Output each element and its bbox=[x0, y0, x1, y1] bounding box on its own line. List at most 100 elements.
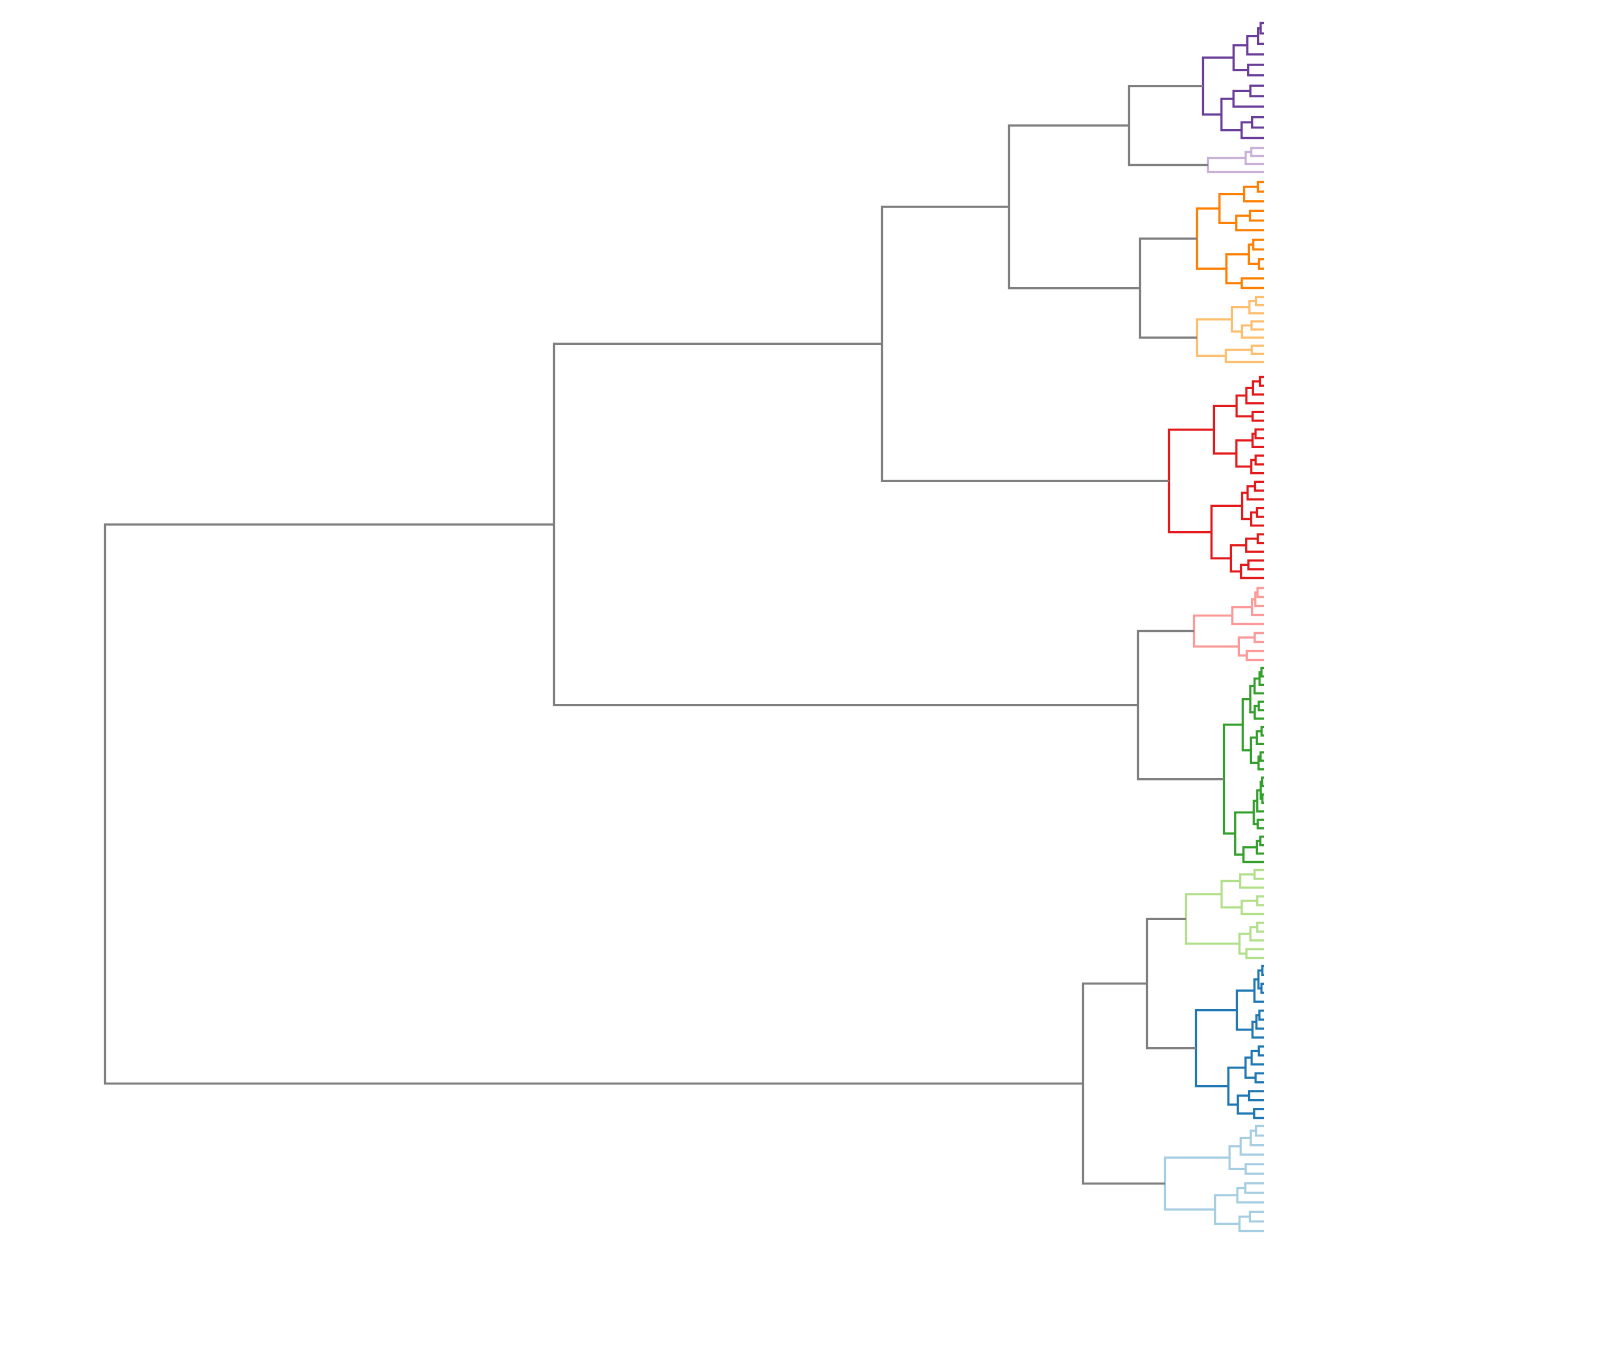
cluster-orange-light-link bbox=[1254, 295, 1264, 307]
cluster-blue-light-link bbox=[1236, 1186, 1264, 1204]
cluster-red-link bbox=[1210, 504, 1243, 560]
cluster-purple-dark-link bbox=[1232, 89, 1264, 108]
cluster-red-link bbox=[1212, 404, 1237, 455]
cluster-blue-dark-link bbox=[1261, 964, 1264, 977]
cluster-blue-light-link bbox=[1228, 1145, 1246, 1171]
cluster-purple-dark-link bbox=[1232, 44, 1249, 72]
cluster-red-link bbox=[1245, 386, 1264, 405]
merge-upper bbox=[552, 342, 1138, 707]
cluster-pink-link bbox=[1253, 631, 1264, 644]
cluster-purple-dark-link bbox=[1247, 63, 1264, 77]
cluster-purple-dark-link bbox=[1256, 27, 1264, 46]
cluster-green-dark-link bbox=[1259, 751, 1264, 762]
cluster-blue-dark-link bbox=[1251, 1020, 1264, 1039]
cluster-green-dark-link bbox=[1259, 835, 1264, 847]
cluster-green-dark-link bbox=[1261, 793, 1264, 805]
cluster-blue-dark-link bbox=[1236, 1094, 1255, 1115]
cluster-blue-dark-link bbox=[1258, 1009, 1264, 1021]
merge-lightgreen-blue bbox=[1145, 917, 1196, 1050]
cluster-green-light-link bbox=[1256, 921, 1264, 933]
cluster-green-light-link bbox=[1238, 932, 1251, 955]
cluster-red-link bbox=[1250, 458, 1264, 475]
cluster-green-dark-link bbox=[1249, 736, 1259, 764]
cluster-blue-dark-link bbox=[1260, 982, 1264, 994]
cluster-orange-light-link bbox=[1248, 299, 1264, 315]
cluster-blue-dark-link bbox=[1253, 1107, 1264, 1120]
cluster-green-light-link bbox=[1240, 899, 1264, 916]
merge-with-red bbox=[880, 205, 1169, 483]
cluster-green-light-link bbox=[1256, 895, 1264, 907]
cluster-red bbox=[1167, 375, 1264, 580]
cluster-purple-dark-link bbox=[1259, 21, 1264, 35]
cluster-blue-dark-link bbox=[1244, 1056, 1256, 1079]
cluster-purple-dark-link bbox=[1201, 56, 1234, 116]
cluster-blue-light-link bbox=[1254, 1124, 1264, 1137]
trunk-layer bbox=[103, 84, 1224, 1185]
cluster-green-light-link bbox=[1239, 873, 1264, 889]
cluster-orange-light-link bbox=[1230, 306, 1250, 333]
cluster-blue-light-link bbox=[1248, 1210, 1264, 1223]
cluster-green-dark-link bbox=[1260, 725, 1264, 737]
cluster-blue-light-link bbox=[1244, 1182, 1264, 1194]
cluster-purple-light-link bbox=[1250, 146, 1264, 158]
cluster-green-dark-link bbox=[1256, 818, 1264, 830]
cluster-purple-dark bbox=[1201, 21, 1264, 140]
cluster-orange-dark-link bbox=[1242, 185, 1264, 203]
cluster-blue-light-link bbox=[1244, 1163, 1264, 1175]
cluster-purple-light-link bbox=[1244, 150, 1264, 166]
cluster-pink-link bbox=[1254, 591, 1264, 608]
cluster-blue-dark-link bbox=[1227, 1066, 1246, 1106]
cluster-blue-dark-link bbox=[1247, 1090, 1264, 1102]
cluster-green-dark-link bbox=[1241, 698, 1251, 752]
cluster-pink-link bbox=[1250, 598, 1264, 617]
cluster-blue-light bbox=[1163, 1124, 1264, 1233]
cluster-red-link bbox=[1240, 491, 1252, 521]
cluster-red-link bbox=[1167, 428, 1214, 534]
cluster-pink-link bbox=[1256, 586, 1264, 599]
cluster-orange-dark-link bbox=[1248, 209, 1264, 222]
cluster-green-dark-link bbox=[1255, 730, 1264, 746]
cluster-orange-dark-link bbox=[1252, 238, 1264, 251]
cluster-purple-dark-link bbox=[1251, 115, 1264, 129]
cluster-green-dark-link bbox=[1257, 700, 1264, 712]
cluster-blue-dark-link bbox=[1194, 1009, 1237, 1088]
cluster-blue-light-link bbox=[1163, 1156, 1230, 1211]
cluster-green-light-link bbox=[1253, 868, 1264, 880]
cluster-orange-dark-link bbox=[1235, 214, 1264, 232]
cluster-green-dark-link bbox=[1256, 789, 1264, 813]
cluster-orange-light bbox=[1195, 295, 1264, 364]
cluster-red-link bbox=[1256, 533, 1264, 545]
cluster-red-link bbox=[1258, 375, 1264, 387]
cluster-orange-light-link bbox=[1250, 320, 1264, 331]
cluster-green-dark-link bbox=[1257, 755, 1264, 771]
cluster-orange-dark-link bbox=[1240, 277, 1264, 290]
cluster-green-light-link bbox=[1245, 948, 1264, 960]
root-link bbox=[103, 523, 1083, 1085]
merge-lower bbox=[1081, 982, 1165, 1185]
cluster-blue-light-link bbox=[1238, 1215, 1264, 1233]
cluster-green-light-link bbox=[1249, 926, 1264, 942]
cluster-orange-dark-link bbox=[1218, 192, 1245, 225]
cluster-purple-dark-link bbox=[1220, 97, 1242, 132]
cluster-blue-light-link bbox=[1239, 1136, 1264, 1156]
cluster-red-link bbox=[1254, 428, 1264, 440]
cluster-purple-dark-link bbox=[1249, 84, 1264, 98]
cluster-blue-dark-link bbox=[1255, 1014, 1264, 1030]
cluster-orange-dark bbox=[1195, 180, 1264, 290]
cluster-orange-light-link bbox=[1240, 324, 1264, 339]
cluster-green-dark-link bbox=[1222, 723, 1243, 835]
cluster-purple-light bbox=[1206, 146, 1264, 174]
cluster-blue-light-link bbox=[1249, 1129, 1264, 1147]
cluster-red-link bbox=[1251, 410, 1264, 422]
cluster-purple-dark-link bbox=[1240, 121, 1264, 140]
cluster-orange-dark-link bbox=[1195, 207, 1227, 270]
cluster-red-link bbox=[1255, 506, 1264, 518]
merge-purple-orange bbox=[1007, 124, 1140, 290]
cluster-green-dark bbox=[1222, 666, 1264, 864]
cluster-green-light-link bbox=[1184, 893, 1240, 945]
cluster-red-link bbox=[1253, 480, 1264, 492]
cluster-red-link bbox=[1247, 559, 1264, 571]
cluster-red-link bbox=[1229, 544, 1247, 573]
cluster-blue-dark-link bbox=[1257, 1045, 1264, 1057]
